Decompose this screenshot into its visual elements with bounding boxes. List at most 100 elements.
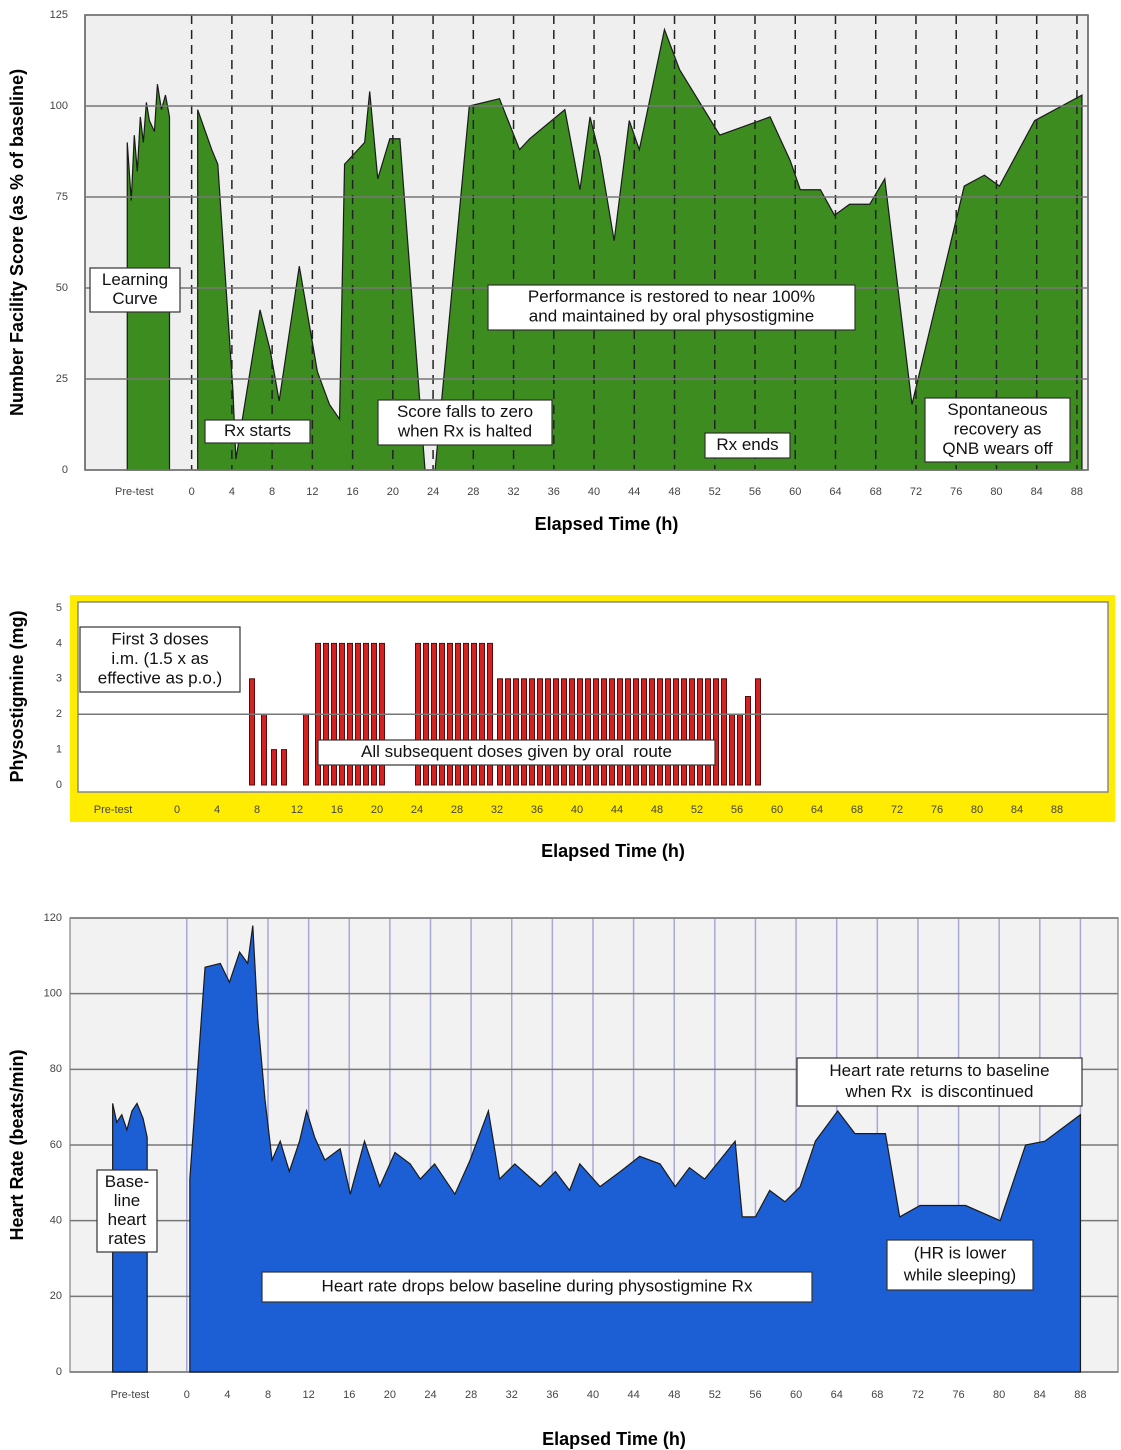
x-tick-label: 4 xyxy=(214,804,220,816)
bar xyxy=(737,713,743,786)
annotation-box xyxy=(261,1271,813,1303)
annotation-text: when Rx is halted xyxy=(397,422,532,441)
annotation-box xyxy=(796,1057,1083,1107)
x-tick-label: 12 xyxy=(306,486,318,498)
x-tick-label: 28 xyxy=(451,804,463,816)
bar xyxy=(625,678,631,786)
bar xyxy=(529,678,535,786)
y-tick-label: 3 xyxy=(56,673,62,685)
annotation-box xyxy=(704,432,791,459)
x-tick-label: 44 xyxy=(627,1389,639,1401)
annotation-box xyxy=(377,399,553,446)
y-tick-label: 125 xyxy=(50,9,68,21)
y-tick-label: 100 xyxy=(50,100,68,112)
bar xyxy=(513,678,519,786)
area xyxy=(189,925,1082,1373)
x-tick-label: 72 xyxy=(912,1389,924,1401)
x-tick-label: Pre-test xyxy=(94,804,133,816)
x-tick-label: 64 xyxy=(829,486,841,498)
bar xyxy=(689,678,695,786)
x-tick-label: 28 xyxy=(465,1389,477,1401)
annotation-text: First 3 doses xyxy=(111,629,208,648)
bar xyxy=(649,678,655,786)
x-tick-label: 68 xyxy=(871,1389,883,1401)
x-tick-label: Pre-test xyxy=(115,486,154,498)
x-tick-label: 60 xyxy=(771,804,783,816)
x-tick-label: 84 xyxy=(1011,804,1023,816)
x-tick-label: 48 xyxy=(651,804,663,816)
bar xyxy=(553,678,559,786)
y-tick-label: 50 xyxy=(56,282,68,294)
bar xyxy=(601,678,607,786)
x-tick-label: 0 xyxy=(174,804,180,816)
x-tick-label: 52 xyxy=(709,486,721,498)
bar xyxy=(521,678,527,786)
y-tick-label: 75 xyxy=(56,191,68,203)
annotation-box xyxy=(924,397,1071,463)
y-tick-label: 5 xyxy=(56,602,62,614)
x-tick-label: 76 xyxy=(950,486,962,498)
bar xyxy=(609,678,615,786)
bar xyxy=(665,678,671,786)
x-tick-label: 52 xyxy=(709,1389,721,1401)
x-axis-label: Elapsed Time (h) xyxy=(535,514,679,534)
x-tick-label: 64 xyxy=(831,1389,843,1401)
annotation-box xyxy=(79,626,241,693)
bar xyxy=(633,678,639,786)
x-tick-label: 12 xyxy=(303,1389,315,1401)
x-tick-label: 56 xyxy=(749,486,761,498)
x-tick-label: 76 xyxy=(952,1389,964,1401)
annotation-text: Performance is restored to near 100% xyxy=(528,287,815,306)
annotation-box xyxy=(487,284,856,331)
bar xyxy=(745,696,751,786)
annotation-text: Curve xyxy=(112,289,157,308)
x-tick-label: 76 xyxy=(931,804,943,816)
x-tick-label: 12 xyxy=(291,804,303,816)
area xyxy=(197,27,1083,471)
x-tick-label: 48 xyxy=(668,1389,680,1401)
x-tick-label: 40 xyxy=(571,804,583,816)
annotation-box xyxy=(96,1169,158,1253)
bar xyxy=(505,678,511,786)
x-tick-label: 44 xyxy=(611,804,623,816)
x-tick-label: 56 xyxy=(731,804,743,816)
bar xyxy=(303,713,309,786)
x-tick-label: 8 xyxy=(265,1389,271,1401)
annotation-text: and maintained by oral physostigmine xyxy=(529,307,814,326)
bar xyxy=(249,678,255,786)
x-tick-label: 80 xyxy=(993,1389,1005,1401)
annotation-text: effective as p.o.) xyxy=(98,669,222,688)
x-tick-label: 84 xyxy=(1031,486,1043,498)
annotation-text: Heart rate drops below baseline during p… xyxy=(322,1276,753,1295)
annotation-text: line xyxy=(114,1191,140,1210)
annotation-box xyxy=(317,739,716,766)
annotation-text: Heart rate returns to baseline xyxy=(829,1061,1049,1080)
x-tick-label: 52 xyxy=(691,804,703,816)
y-tick-label: 120 xyxy=(44,912,62,924)
y-tick-label: 0 xyxy=(62,464,68,476)
bar xyxy=(593,678,599,786)
y-tick-label: 0 xyxy=(56,1366,62,1378)
y-axis-label: Number Facility Score (as % of baseline) xyxy=(7,69,27,416)
bar xyxy=(617,678,623,786)
annotation-text: recovery as xyxy=(954,419,1042,438)
x-tick-label: 0 xyxy=(184,1389,190,1401)
annotation-text: (HR is lower xyxy=(914,1243,1007,1262)
y-tick-label: 100 xyxy=(44,988,62,1000)
x-tick-label: 68 xyxy=(870,486,882,498)
x-tick-label: 68 xyxy=(851,804,863,816)
x-tick-label: 72 xyxy=(891,804,903,816)
x-tick-label: 36 xyxy=(546,1389,558,1401)
annotation-text: i.m. (1.5 x as xyxy=(111,649,208,668)
annotation-text: Learning xyxy=(102,270,168,289)
annotation-text: Base- xyxy=(105,1172,149,1191)
bar xyxy=(281,749,287,786)
x-tick-label: 60 xyxy=(790,1389,802,1401)
bar xyxy=(673,678,679,786)
annotation-text: Score falls to zero xyxy=(397,402,533,421)
x-tick-label: 20 xyxy=(387,486,399,498)
x-tick-label: Pre-test xyxy=(111,1389,150,1401)
x-tick-label: 32 xyxy=(506,1389,518,1401)
